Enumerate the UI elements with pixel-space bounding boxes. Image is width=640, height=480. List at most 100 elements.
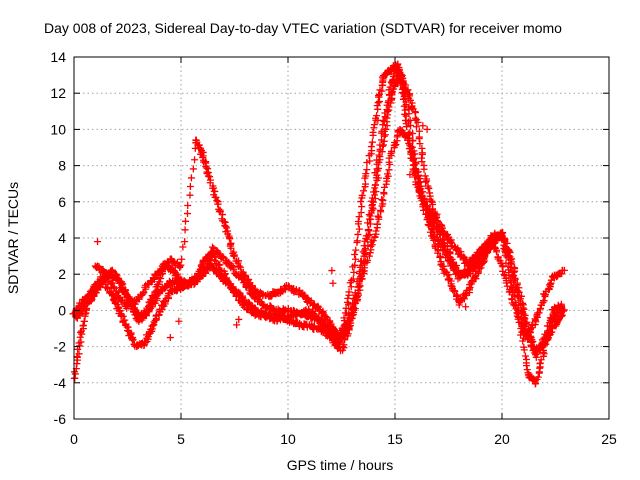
data-point — [396, 73, 404, 81]
data-point — [178, 255, 186, 263]
data-point — [529, 338, 537, 346]
x-axis-label: GPS time / hours — [287, 457, 394, 473]
data-point — [355, 213, 363, 221]
data-point — [433, 222, 441, 230]
data-point — [378, 136, 386, 144]
data-point — [184, 201, 192, 209]
data-point — [376, 86, 384, 94]
x-tick-label: 15 — [387, 431, 403, 447]
data-point — [511, 275, 519, 283]
data-point — [229, 265, 237, 273]
data-point — [430, 218, 438, 226]
data-point — [79, 322, 87, 330]
data-point — [372, 227, 380, 235]
data-point — [516, 295, 524, 303]
data-point — [412, 123, 420, 131]
y-tick-label: -2 — [54, 339, 67, 355]
data-point — [223, 224, 231, 232]
data-point — [374, 116, 382, 124]
data-point — [455, 301, 463, 309]
data-point — [210, 184, 218, 192]
data-point — [521, 352, 529, 360]
data-point — [382, 125, 390, 133]
data-point — [169, 257, 177, 265]
data-point — [406, 171, 414, 179]
data-point — [364, 226, 372, 234]
data-point — [352, 246, 360, 254]
data-point — [471, 273, 479, 281]
data-point — [355, 283, 363, 291]
data-point — [380, 189, 388, 197]
data-point — [176, 262, 184, 270]
data-point — [110, 283, 118, 291]
data-point — [360, 187, 368, 195]
data-point — [385, 97, 393, 105]
data-point — [373, 112, 381, 120]
data-point — [379, 196, 387, 204]
data-point — [523, 320, 531, 328]
x-tick-label: 25 — [601, 431, 617, 447]
y-tick-label: 14 — [50, 49, 66, 65]
data-point — [416, 140, 424, 148]
data-point — [347, 283, 355, 291]
data-point — [409, 137, 417, 145]
data-point — [363, 166, 371, 174]
data-point — [375, 151, 383, 159]
data-point — [354, 286, 362, 294]
data-point — [77, 338, 85, 346]
data-point — [375, 213, 383, 221]
data-point — [128, 334, 136, 342]
y-tick-label: 4 — [58, 230, 66, 246]
data-point — [460, 295, 468, 303]
data-point — [186, 183, 194, 191]
data-point — [340, 326, 348, 334]
data-point — [135, 295, 143, 303]
data-point — [503, 239, 511, 247]
data-point — [558, 312, 566, 320]
data-point — [412, 160, 420, 168]
data-point — [420, 165, 428, 173]
data-point — [150, 298, 158, 306]
data-point — [376, 141, 384, 149]
data-point — [481, 240, 489, 248]
data-point — [514, 287, 522, 295]
data-point — [408, 143, 416, 151]
x-tick-label: 20 — [494, 431, 510, 447]
data-point — [525, 328, 533, 336]
data-point — [511, 267, 519, 275]
data-point — [532, 379, 540, 387]
data-point — [371, 169, 379, 177]
data-point — [409, 130, 417, 138]
data-point — [361, 180, 369, 188]
data-point — [374, 212, 382, 220]
y-tick-label: 10 — [50, 121, 66, 137]
data-point — [186, 191, 194, 199]
data-point — [75, 350, 83, 358]
data-point — [451, 263, 459, 271]
data-point — [375, 92, 383, 100]
data-point — [357, 198, 365, 206]
data-point — [354, 218, 362, 226]
data-point — [520, 346, 528, 354]
data-point — [402, 101, 410, 109]
data-point — [184, 210, 192, 218]
data-point — [499, 267, 507, 275]
data-point — [342, 319, 350, 327]
data-point — [510, 268, 518, 276]
data-point — [362, 232, 370, 240]
data-point — [373, 220, 381, 228]
chart-title: Day 008 of 2023, Sidereal Day-to-day VTE… — [44, 20, 562, 36]
y-axis-label: SDTVAR / TECUs — [5, 182, 21, 294]
y-tick-label: 12 — [50, 85, 66, 101]
series-track-d — [69, 63, 565, 361]
data-point — [366, 231, 374, 239]
data-point — [329, 279, 337, 287]
data-point — [118, 281, 126, 289]
data-point — [345, 288, 353, 296]
axis-tick-labels: 0 5 10 15 20 25 -6 -4 -2 0 2 4 6 8 10 12 14 — [50, 49, 617, 447]
data-point — [368, 197, 376, 205]
data-point — [523, 366, 531, 374]
data-point — [226, 235, 234, 243]
y-tick-label: 0 — [58, 302, 66, 318]
y-tick-label: 6 — [58, 194, 66, 210]
